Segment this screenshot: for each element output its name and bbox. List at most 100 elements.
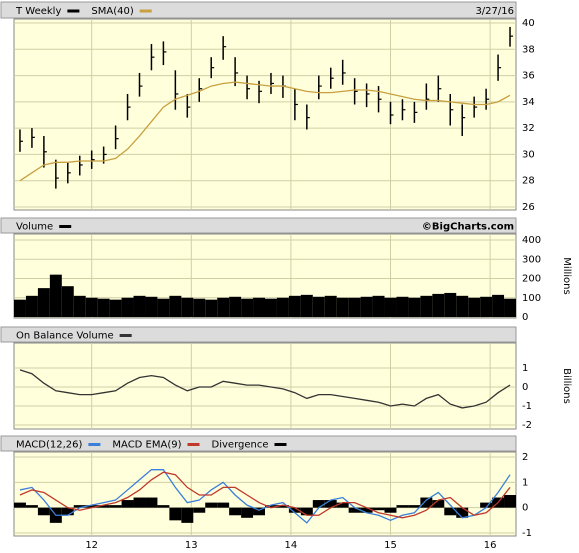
y-tick-label: 34 <box>522 97 535 108</box>
bar <box>133 497 146 508</box>
y-tick-label: 38 <box>522 44 535 55</box>
bar <box>14 502 26 508</box>
y-tick-label: 36 <box>522 71 535 82</box>
bar <box>145 296 158 317</box>
bar <box>432 293 445 317</box>
bar <box>444 507 457 516</box>
bar <box>109 299 122 317</box>
y-tick-label: 1 <box>522 363 528 374</box>
bar <box>348 507 361 513</box>
bar <box>181 297 194 317</box>
bar <box>384 297 397 317</box>
bar <box>14 299 26 317</box>
bar <box>504 298 516 317</box>
y-tick-label: -2 <box>522 420 532 431</box>
bar <box>61 507 74 516</box>
bar <box>288 507 301 513</box>
bar <box>193 507 206 513</box>
x-tick-label: 12 <box>85 540 98 551</box>
bar <box>312 296 325 317</box>
bar <box>360 507 373 513</box>
bar <box>121 500 134 508</box>
bar <box>432 500 445 508</box>
bar <box>85 505 98 508</box>
bar <box>121 297 134 317</box>
bar <box>420 497 433 508</box>
bar <box>372 295 385 317</box>
y-tick-label: -1 <box>522 528 532 539</box>
bar <box>360 296 373 317</box>
y-tick-label: 100 <box>522 293 541 304</box>
bar <box>324 500 337 508</box>
bar <box>456 507 469 518</box>
bar <box>253 507 265 516</box>
bar <box>205 299 218 317</box>
bar <box>312 500 325 508</box>
panel-header <box>0 326 517 343</box>
bar <box>25 505 38 508</box>
bar <box>480 296 493 317</box>
bar <box>468 297 481 317</box>
bar <box>97 298 110 317</box>
bar <box>37 288 50 317</box>
bar <box>336 297 349 317</box>
bar <box>492 294 505 317</box>
bar <box>229 296 242 317</box>
legend-label: Volume <box>16 222 53 233</box>
bar <box>157 505 170 508</box>
y-tick-label: -1 <box>522 401 532 412</box>
bar <box>241 298 254 317</box>
bar <box>181 507 194 523</box>
bar <box>408 297 421 317</box>
bar <box>348 297 361 317</box>
bar <box>169 295 182 317</box>
bar <box>61 286 74 317</box>
bar <box>336 502 349 508</box>
bar <box>420 295 433 317</box>
date-label: 3/27/16 <box>475 6 514 17</box>
y-tick-label: 32 <box>522 123 535 134</box>
credit: ©BigCharts.com <box>422 222 514 233</box>
bar <box>37 507 50 516</box>
bar <box>324 295 337 317</box>
bar <box>372 507 385 511</box>
bar <box>265 505 277 508</box>
y-tick-label: 400 <box>522 235 541 246</box>
series-line <box>19 471 511 519</box>
bar <box>300 507 313 516</box>
bar <box>265 298 277 317</box>
x-tick-label: 14 <box>285 540 298 551</box>
bar <box>109 505 122 508</box>
panel-header <box>0 435 517 452</box>
y-tick-label: 200 <box>522 274 541 285</box>
bar <box>157 298 170 317</box>
bar <box>444 292 457 317</box>
bar <box>288 295 301 317</box>
y-tick-label: 0 <box>522 382 528 393</box>
series-line <box>19 81 511 182</box>
bar <box>73 295 86 317</box>
bar <box>229 507 242 516</box>
panel-header <box>0 1 517 19</box>
bar <box>408 505 421 508</box>
legend-label: On Balance Volume <box>16 331 114 342</box>
y-tick-label: 40 <box>522 18 535 29</box>
bar <box>217 297 230 317</box>
bar <box>384 507 397 513</box>
bar <box>193 298 206 317</box>
bar <box>73 505 86 508</box>
bar <box>456 295 469 317</box>
legend-label: MACD EMA(9) <box>112 440 181 451</box>
series-line <box>19 369 511 409</box>
bar <box>145 497 158 508</box>
y-axis-label: Billions <box>561 368 572 404</box>
bar <box>169 507 182 521</box>
y-tick-label: 26 <box>522 202 535 213</box>
bar <box>396 296 409 317</box>
y-tick-label: 28 <box>522 176 535 187</box>
y-tick-label: 0 <box>522 312 528 323</box>
bar <box>85 297 98 317</box>
series-line <box>19 469 511 524</box>
y-tick-label: 0 <box>522 503 528 514</box>
bar <box>49 274 62 317</box>
